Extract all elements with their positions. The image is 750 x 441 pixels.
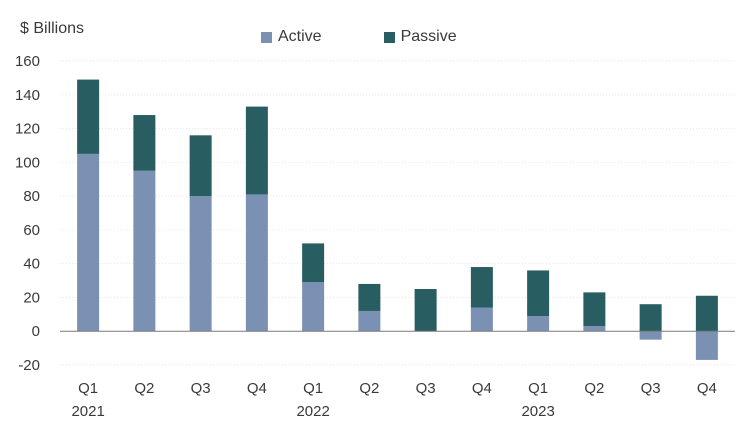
bar-active (470, 307, 493, 332)
y-tick-label: 140 (15, 87, 40, 104)
x-tick-label: Q1 (78, 380, 98, 397)
bar-passive (189, 135, 212, 197)
legend-item-active: Active (261, 28, 322, 46)
y-tick-label: 160 (15, 53, 40, 70)
bar-passive (695, 295, 718, 332)
bar-active (527, 316, 550, 332)
bar-active (133, 170, 156, 332)
x-tick-label: Q1 (303, 380, 323, 397)
bar-passive (583, 292, 606, 327)
bar-passive (77, 79, 100, 154)
x-year-label: 2023 (521, 403, 554, 420)
x-tick-label: Q3 (416, 380, 436, 397)
bar-passive (414, 289, 437, 332)
bar-passive (245, 106, 268, 195)
legend-swatch-active (261, 31, 272, 43)
bar-passive (302, 243, 325, 283)
y-tick-label: 120 (15, 121, 40, 138)
bar-active (302, 282, 325, 332)
y-tick-label: 100 (15, 154, 40, 171)
x-tick-label: Q4 (472, 380, 492, 397)
bar-passive (470, 267, 493, 308)
x-tick-label: Q4 (697, 380, 717, 397)
bar-active (77, 153, 100, 332)
y-tick-label: 0 (32, 323, 40, 340)
bar-active (189, 196, 212, 332)
y-tick-label: 40 (23, 256, 40, 273)
y-tick-label: 60 (23, 222, 40, 239)
bar-active (245, 194, 268, 332)
legend-label-passive: Passive (400, 28, 457, 45)
legend-label-active: Active (278, 28, 322, 45)
bar-passive (527, 270, 550, 317)
bar-active (358, 310, 381, 332)
x-tick-label: Q2 (584, 380, 604, 397)
legend-swatch-passive (383, 31, 395, 43)
bar-active (639, 331, 662, 340)
bar-passive (133, 115, 156, 171)
y-axis-unit-label: $ Billions (20, 20, 85, 37)
y-tick-label: 80 (23, 188, 40, 205)
bar-passive (358, 283, 381, 311)
y-tick-label: 20 (23, 289, 40, 306)
legend: Active Passive (261, 28, 457, 46)
x-year-label: 2022 (296, 403, 329, 420)
bar-active (583, 326, 606, 332)
legend-item-passive: Passive (383, 28, 457, 46)
x-tick-label: Q3 (641, 380, 661, 397)
x-tick-label: Q3 (191, 380, 211, 397)
x-tick-label: Q2 (134, 380, 154, 397)
bar-active (695, 331, 718, 360)
x-tick-label: Q4 (247, 380, 267, 397)
y-tick-label: -20 (18, 357, 40, 374)
x-tick-label: Q1 (528, 380, 548, 397)
x-tick-label: Q2 (359, 380, 379, 397)
x-year-label: 2021 (71, 403, 104, 420)
bar-passive (639, 304, 662, 332)
